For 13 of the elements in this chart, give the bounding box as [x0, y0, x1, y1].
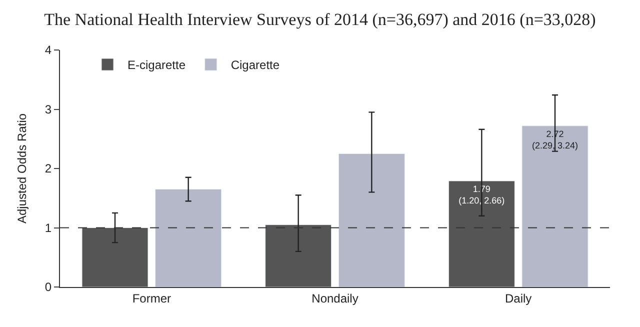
x-tick-label: Former	[132, 291, 172, 306]
y-tick-label: 4	[44, 43, 52, 58]
y-tick-label: 0	[44, 280, 52, 294]
x-tick-label: Daily	[504, 291, 532, 306]
x-tick-label: Nondaily	[312, 291, 358, 306]
chart-title: The National Health Interview Surveys of 2014 (n=36,697) and 2016 (n=33,028)	[44, 10, 596, 29]
y-tick-label: 2	[44, 162, 52, 176]
y-tick-label: 3	[44, 102, 52, 116]
legend-label: Cigarette	[230, 58, 280, 72]
legend-label: E-cigarette	[128, 58, 186, 72]
data-label: 1.79 (1.20, 2.66)	[458, 184, 505, 206]
y-tick-label: 1	[44, 220, 52, 235]
y-axis-title: Adjusted Odds Ratio	[15, 113, 30, 224]
